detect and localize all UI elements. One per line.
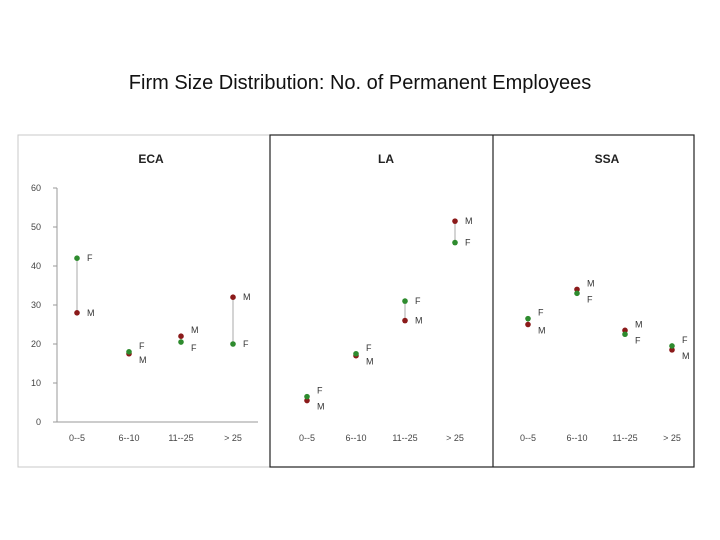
series-label-f: F bbox=[87, 253, 93, 263]
x-tick-label: 11--25 bbox=[612, 433, 637, 443]
series-label-m: M bbox=[635, 319, 643, 329]
point-f bbox=[452, 239, 458, 246]
point-m bbox=[402, 317, 408, 324]
series-label-f: F bbox=[415, 296, 421, 306]
slide-title: Firm Size Distribution: No. of Permanent… bbox=[128, 72, 592, 94]
series-label-f: F bbox=[317, 386, 323, 396]
eca-panel-frame bbox=[17, 134, 271, 468]
x-tick-label: 0--5 bbox=[299, 433, 315, 443]
x-tick-label: > 25 bbox=[224, 433, 242, 443]
y-tick-label: 20 bbox=[31, 339, 41, 349]
panel-title-eca: ECA bbox=[138, 152, 164, 166]
series-label-m: M bbox=[191, 325, 199, 335]
point-f bbox=[402, 298, 408, 304]
series-label-f: F bbox=[366, 343, 372, 353]
x-tick-label: > 25 bbox=[663, 433, 681, 443]
x-tick-label: 6--10 bbox=[566, 433, 587, 443]
point-m bbox=[452, 218, 458, 224]
y-tick-label: 30 bbox=[31, 300, 41, 310]
panel-title-ssa: SSA bbox=[595, 152, 620, 166]
y-tick-label: 40 bbox=[31, 261, 41, 271]
point-m bbox=[669, 347, 675, 353]
point-f bbox=[525, 315, 531, 322]
point-f bbox=[126, 349, 132, 355]
series-label-m: M bbox=[682, 351, 690, 361]
series-label-f: F bbox=[139, 341, 145, 351]
x-tick-label: 6--10 bbox=[345, 433, 366, 443]
y-tick-label: 60 bbox=[31, 183, 41, 193]
point-m bbox=[304, 397, 310, 404]
point-f bbox=[74, 255, 80, 261]
x-tick-label: 0--5 bbox=[520, 433, 536, 443]
series-label-f: F bbox=[587, 294, 593, 304]
series-label-m: M bbox=[538, 326, 546, 336]
point-f bbox=[574, 290, 580, 297]
series-label-m: M bbox=[587, 278, 595, 288]
series-label-m: M bbox=[366, 357, 374, 367]
series-label-f: F bbox=[465, 238, 471, 248]
x-tick-label: 6--10 bbox=[118, 433, 139, 443]
series-label-m: M bbox=[415, 316, 423, 326]
y-tick-label: 10 bbox=[31, 378, 41, 388]
x-tick-label: > 25 bbox=[446, 433, 464, 443]
point-f bbox=[622, 331, 628, 338]
point-m bbox=[622, 327, 628, 334]
y-tick-label: 50 bbox=[31, 222, 41, 232]
series-label-m: M bbox=[87, 308, 95, 318]
point-m bbox=[525, 321, 531, 328]
x-tick-label: 11--25 bbox=[168, 433, 193, 443]
x-tick-label: 11--25 bbox=[392, 433, 417, 443]
series-label-m: M bbox=[317, 402, 325, 412]
series-label-f: F bbox=[191, 343, 197, 353]
point-m bbox=[230, 294, 236, 301]
point-f bbox=[669, 343, 675, 349]
point-m bbox=[574, 286, 580, 293]
point-f bbox=[178, 339, 184, 345]
la-ssa-panel-frame bbox=[269, 134, 695, 468]
series-label-f: F bbox=[538, 308, 544, 318]
point-f bbox=[230, 341, 236, 347]
point-f bbox=[304, 393, 310, 400]
point-m bbox=[74, 310, 80, 316]
series-label-m: M bbox=[243, 292, 251, 302]
y-tick-label: 0 bbox=[36, 417, 41, 427]
series-label-f: F bbox=[682, 335, 688, 345]
point-m bbox=[178, 333, 184, 340]
series-label-m: M bbox=[465, 216, 473, 226]
panel-title-la: LA bbox=[378, 152, 394, 166]
series-label-f: F bbox=[243, 339, 249, 349]
series-label-m: M bbox=[139, 355, 147, 365]
point-f bbox=[353, 350, 359, 357]
x-tick-label: 0--5 bbox=[69, 433, 85, 443]
series-label-f: F bbox=[635, 335, 641, 345]
